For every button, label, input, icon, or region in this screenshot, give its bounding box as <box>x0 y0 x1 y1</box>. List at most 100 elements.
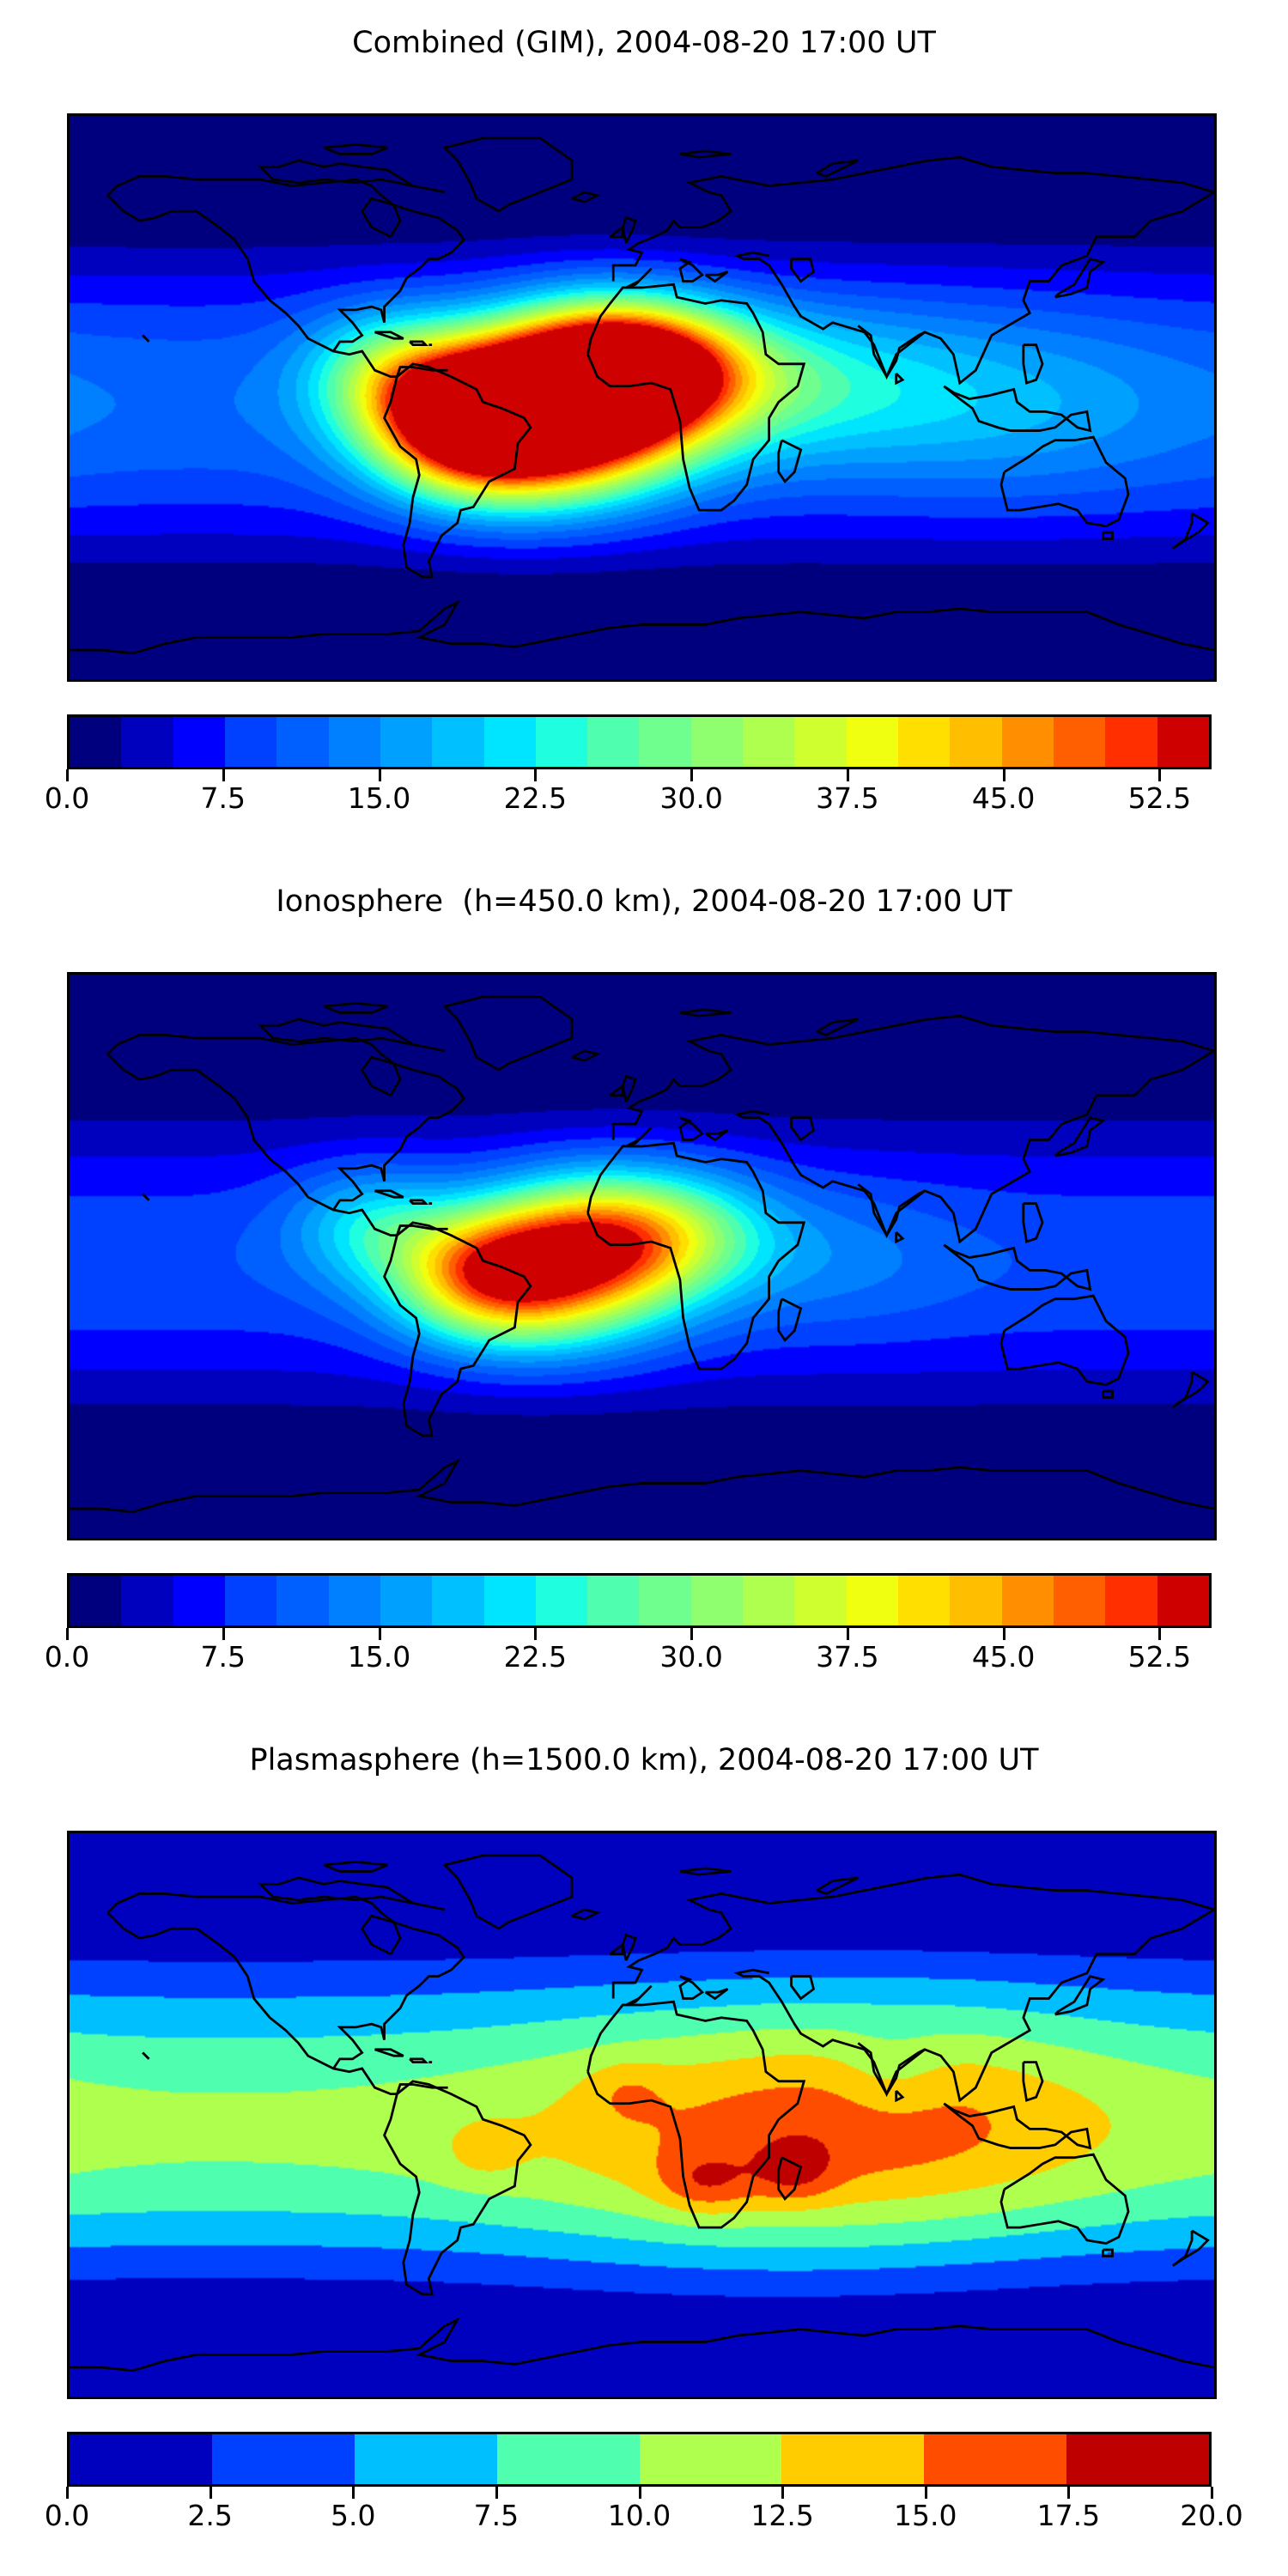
coastline-segment <box>70 2317 1214 2372</box>
colorbar-tick <box>846 1628 849 1640</box>
coastline-segment <box>895 1230 905 1244</box>
coastline-segment <box>678 1975 705 2000</box>
coastline-segment <box>621 1933 637 1961</box>
coastline-segment <box>323 143 388 155</box>
colorbar-tick-label: 20.0 <box>1180 2499 1243 2532</box>
map-field-combined <box>70 116 1214 679</box>
colorbar-band-16 <box>898 717 951 767</box>
colorbar-band-6 <box>380 1576 433 1625</box>
colorbar-band-9 <box>535 1576 588 1625</box>
colorbar-gradient-plasmasphere <box>67 2432 1212 2487</box>
colorbar-band-5 <box>328 717 380 767</box>
colorbar-band-0 <box>70 1576 122 1625</box>
coastline-segment <box>409 1199 429 1205</box>
coastline-segment <box>409 2057 429 2063</box>
colorbar-band-2 <box>173 1576 225 1625</box>
coastline-segment <box>625 1126 653 1148</box>
colorbar-tick <box>781 2487 785 2499</box>
map-field-plasmasphere <box>70 1833 1214 2397</box>
coastline-segment <box>790 1116 816 1142</box>
coastline-segment <box>857 2042 926 2097</box>
coastlines-plasmasphere <box>70 1854 1214 2372</box>
map-field-ionosphere <box>70 975 1214 1538</box>
coastline-segment <box>999 435 1130 528</box>
coastline-segment <box>257 159 446 194</box>
colorbar-labels-combined: 0.0 7.5 15.0 22.5 30.0 37.5 45.0 52.5 <box>45 781 1212 821</box>
colorbar-band-14 <box>794 1576 847 1625</box>
coastline-segment <box>106 1033 465 1182</box>
coastline-segment <box>70 599 1214 655</box>
colorbar-band-3 <box>224 1576 277 1625</box>
colorbar-tick-label: 0.0 <box>44 781 90 815</box>
coastline-segment <box>733 1908 1214 2103</box>
coastline-segment <box>1054 1116 1106 1157</box>
coastline-segment <box>586 1141 806 1370</box>
coastline-segment <box>396 366 448 378</box>
colorbar-band-20 <box>1105 1576 1157 1625</box>
colorbar-band-4 <box>639 2434 782 2484</box>
colorbar-tick-label: 37.5 <box>816 781 879 815</box>
coastline-segment <box>679 149 732 159</box>
colorbar-tick <box>1002 769 1005 781</box>
colorbar-tick-label: 15.0 <box>347 781 411 815</box>
colorbar-tick <box>495 2487 498 2499</box>
coastline-segment <box>816 1876 859 1895</box>
coastline-segment <box>360 1055 402 1097</box>
colorbar-tick-label: 2.5 <box>187 2499 233 2532</box>
colorbar-tick-label: 0.0 <box>44 2499 90 2532</box>
colorbar-tick <box>846 769 849 781</box>
colorbar-band-5 <box>328 1576 380 1625</box>
coastline-segment <box>257 1876 446 1911</box>
map-axes-ionosphere <box>67 972 1217 1540</box>
coastline-segment <box>621 1074 637 1103</box>
coastline-segment <box>396 2083 448 2095</box>
coastline-segment <box>895 372 905 386</box>
colorbar-tick <box>378 769 381 781</box>
colorbar-tick <box>66 769 69 781</box>
coastline-segment <box>332 305 386 352</box>
colorbar-band-9 <box>535 717 588 767</box>
colorbar-tick <box>638 2487 641 2499</box>
colorbar-band-8 <box>483 717 536 767</box>
colorbar-ticks-combined <box>66 769 1212 781</box>
colorbar-band-0 <box>70 2434 212 2484</box>
colorbar-tick-label: 30.0 <box>659 781 723 815</box>
colorbar-band-3 <box>496 2434 640 2484</box>
coastline-segment <box>332 2022 386 2069</box>
colorbar-band-18 <box>1001 717 1054 767</box>
coastline-segment <box>1102 2248 1114 2257</box>
colorbar-tick <box>66 1628 69 1640</box>
coastline-segment <box>106 174 465 323</box>
coastline-segment <box>733 191 1214 386</box>
coastline-segment <box>383 362 532 579</box>
coastline-segment <box>1022 343 1044 385</box>
colorbar-tick <box>1067 2487 1071 2499</box>
coastline-segment <box>1102 1389 1114 1399</box>
coastline-segment <box>1022 2061 1044 2102</box>
coastlines-ionosphere <box>70 995 1214 1514</box>
colorbar-band-7 <box>432 717 484 767</box>
colorbar-tick-label: 52.5 <box>1127 781 1192 815</box>
coastline-segment <box>323 1860 388 1873</box>
coastline-segment <box>374 1189 404 1199</box>
colorbar-band-2 <box>173 717 225 767</box>
colorbar-band-8 <box>483 1576 536 1625</box>
coastline-segment <box>733 1049 1214 1244</box>
coastline-segment <box>609 1941 624 1956</box>
panel-combined-gim: Combined (GIM), 2004-08-20 17:00 UT 0.0 7… <box>0 0 1288 859</box>
coastline-segment <box>943 1243 1092 1291</box>
coastline-segment <box>409 340 429 346</box>
coastline-segment <box>678 258 705 283</box>
coastline-segment <box>383 2080 532 2296</box>
colorbar-tick <box>534 769 538 781</box>
colorbar-tick-label: 52.5 <box>1127 1640 1192 1674</box>
coastline-segment <box>442 137 574 213</box>
colorbar-tick-label: 22.5 <box>503 781 568 815</box>
coastline-segment <box>442 995 574 1072</box>
colorbar-tick-label: 45.0 <box>971 1640 1036 1674</box>
coastline-segment <box>586 2000 806 2229</box>
coastline-segment <box>142 2051 150 2060</box>
coastline-segment <box>790 1975 816 2001</box>
colorbar-band-18 <box>1001 1576 1054 1625</box>
